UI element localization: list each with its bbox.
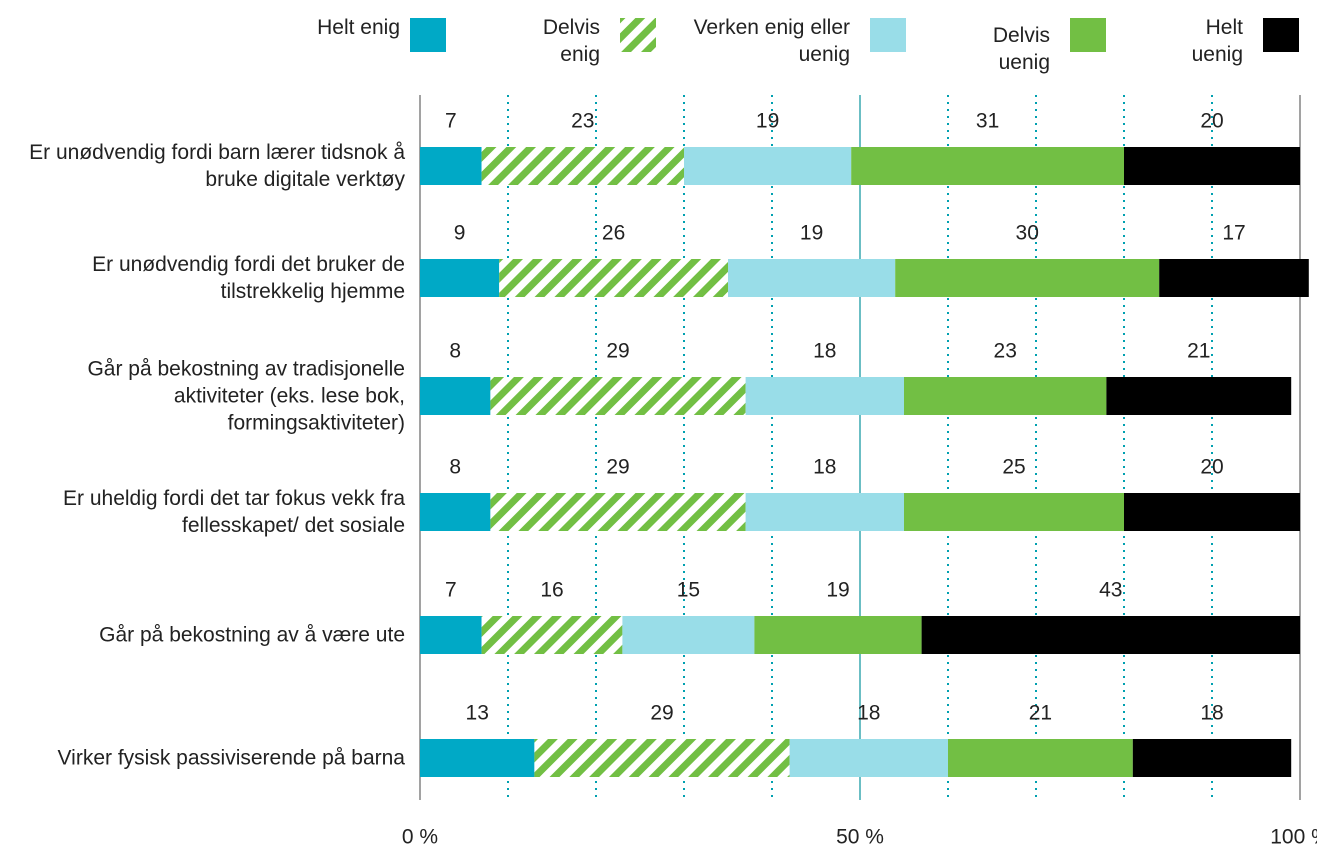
- value-label: 18: [1200, 702, 1223, 725]
- value-label: 19: [800, 222, 823, 245]
- value-label: 31: [976, 110, 999, 133]
- legend-label: Helt enig: [317, 16, 400, 39]
- bar-segment: [420, 377, 491, 415]
- category-label: Går på bekostning av å være ute: [99, 623, 405, 647]
- value-label: 13: [466, 702, 489, 725]
- value-label: 19: [826, 579, 849, 602]
- bar-segment: [420, 493, 491, 531]
- value-label: 18: [813, 340, 836, 363]
- legend-swatch: [410, 18, 446, 52]
- bar-segment: [684, 147, 852, 185]
- x-tick-label: 50 %: [836, 826, 884, 849]
- category-label: Går på bekostning av tradisjonelle aktiv…: [87, 357, 405, 435]
- value-label: 18: [857, 702, 880, 725]
- bar-segment: [745, 493, 904, 531]
- value-label: 19: [756, 110, 779, 133]
- category-label: Er unødvendig fordi barn lærer tidsnok å…: [29, 141, 405, 191]
- bar-segment: [948, 739, 1133, 777]
- legend-swatch: [870, 18, 906, 52]
- bar-segment: [754, 616, 922, 654]
- value-label: 29: [650, 702, 673, 725]
- value-label: 29: [606, 456, 629, 479]
- value-label: 8: [449, 456, 461, 479]
- value-label: 21: [1029, 702, 1052, 725]
- bar-segment: [1124, 147, 1300, 185]
- value-label: 18: [813, 456, 836, 479]
- bar-segment: [420, 739, 535, 777]
- bar-segment: [895, 259, 1160, 297]
- legend-label: Delvis uenig: [992, 24, 1050, 74]
- value-label: 15: [677, 579, 700, 602]
- bar-segment: [420, 259, 500, 297]
- bar-segment: [789, 739, 948, 777]
- bar-segment: [534, 739, 790, 777]
- bar-segment: [490, 377, 746, 415]
- legend-label: Helt uenig: [1191, 16, 1243, 66]
- x-tick-label: 100 %: [1270, 826, 1317, 849]
- value-label: 23: [994, 340, 1017, 363]
- value-label: 26: [602, 222, 625, 245]
- value-label: 20: [1200, 456, 1223, 479]
- value-label: 29: [606, 340, 629, 363]
- bar-segment: [728, 259, 896, 297]
- bar-segment: [904, 377, 1107, 415]
- value-label: 21: [1187, 340, 1210, 363]
- value-label: 17: [1222, 222, 1245, 245]
- value-label: 43: [1099, 579, 1122, 602]
- value-label: 23: [571, 110, 594, 133]
- value-label: 7: [445, 579, 457, 602]
- bar-segment: [481, 616, 623, 654]
- bar-segment: [420, 147, 482, 185]
- category-label: Virker fysisk passiviserende på barna: [57, 746, 405, 770]
- bar-segment: [745, 377, 904, 415]
- legend-label: Delvis enig: [542, 16, 600, 66]
- bar-segment: [1106, 377, 1292, 415]
- legend-swatch: [1263, 18, 1299, 52]
- value-label: 7: [445, 110, 457, 133]
- bar-segment: [921, 616, 1300, 654]
- value-label: 8: [449, 340, 461, 363]
- bar-segment: [499, 259, 728, 297]
- value-label: 9: [454, 222, 466, 245]
- bar-segment: [1159, 259, 1309, 297]
- legend-swatch: [620, 18, 656, 52]
- category-label: Er uheldig fordi det tar fokus vekk fra …: [63, 487, 405, 537]
- bar-segment: [481, 147, 684, 185]
- bar-segment: [904, 493, 1124, 531]
- value-label: 16: [540, 579, 563, 602]
- x-tick-label: 0 %: [402, 826, 438, 849]
- bar-segment: [490, 493, 746, 531]
- value-label: 25: [1002, 456, 1025, 479]
- bar-segment: [1124, 493, 1300, 531]
- value-label: 30: [1016, 222, 1039, 245]
- legend-label: Verken enig eller uenig: [693, 16, 850, 66]
- category-label: Er unødvendig fordi det bruker de tilstr…: [92, 253, 405, 303]
- legend-swatch: [1070, 18, 1106, 52]
- value-label: 20: [1200, 110, 1223, 133]
- bar-segment: [622, 616, 755, 654]
- bar-segment: [420, 616, 482, 654]
- bar-segment: [1132, 739, 1292, 777]
- bar-segment: [851, 147, 1124, 185]
